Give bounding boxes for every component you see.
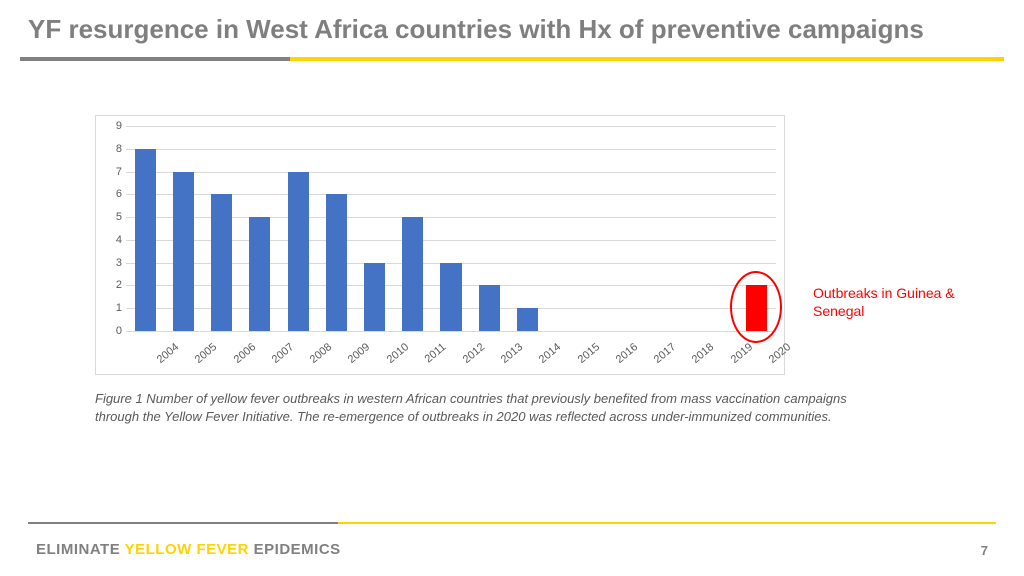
outbreak-bar-chart: 0 1 2 3 4 5 6 7 8 9 2004 2005 2006 2007 2008 2009 2010 20… — [95, 115, 785, 375]
chart-xtick: 2017 — [652, 341, 678, 366]
chart-ytick: 4 — [108, 234, 122, 246]
footer-pre: ELIMINATE — [36, 541, 125, 558]
annotation-circle — [730, 271, 782, 343]
chart-ytick: 5 — [108, 211, 122, 223]
chart-xtick: 2016 — [614, 341, 640, 366]
page-number: 7 — [981, 543, 988, 558]
chart-ytick: 6 — [108, 188, 122, 200]
chart-xtick: 2007 — [270, 341, 296, 366]
chart-gridline — [126, 126, 776, 127]
divider-yellow-segment — [338, 522, 996, 524]
chart-xtick: 2015 — [575, 341, 601, 366]
footer-highlight: YELLOW FEVER — [125, 541, 249, 558]
chart-bar — [402, 217, 423, 331]
footer-slogan: ELIMINATE YELLOW FEVER EPIDEMICS — [36, 541, 341, 558]
chart-xtick: 2004 — [155, 341, 181, 366]
chart-bar — [173, 172, 194, 331]
top-divider — [20, 57, 1004, 61]
chart-ytick: 8 — [108, 143, 122, 155]
chart-bar — [249, 217, 270, 331]
chart-xtick: 2020 — [767, 341, 793, 366]
footer-post: EPIDEMICS — [249, 541, 341, 558]
chart-xtick: 2006 — [231, 341, 257, 366]
chart-bar — [517, 308, 538, 331]
slide-title: YF resurgence in West Africa countries w… — [0, 0, 1024, 53]
chart-xtick: 2019 — [728, 341, 754, 366]
divider-gray-segment — [20, 57, 290, 61]
bottom-divider — [28, 522, 996, 524]
chart-bar — [288, 172, 309, 331]
chart-bar — [211, 194, 232, 331]
chart-bar — [135, 149, 156, 331]
chart-bar — [479, 285, 500, 331]
chart-ytick: 2 — [108, 279, 122, 291]
chart-ytick: 7 — [108, 166, 122, 178]
divider-yellow-segment — [290, 57, 1004, 61]
chart-xtick: 2010 — [384, 341, 410, 366]
chart-xtick: 2012 — [461, 341, 487, 366]
chart-bar — [440, 263, 461, 331]
chart-xtick: 2013 — [499, 341, 525, 366]
figure-caption: Figure 1 Number of yellow fever outbreak… — [95, 390, 865, 425]
chart-ytick: 0 — [108, 325, 122, 337]
chart-xtick: 2009 — [346, 341, 372, 366]
divider-gray-segment — [28, 522, 338, 524]
chart-plot-area: 0123456789200420052006200720082009201020… — [126, 126, 776, 331]
chart-gridline — [126, 172, 776, 173]
chart-xtick: 2011 — [422, 341, 448, 365]
chart-bar — [326, 194, 347, 331]
chart-xtick: 2014 — [537, 341, 563, 366]
chart-gridline — [126, 331, 776, 332]
chart-ytick: 1 — [108, 302, 122, 314]
chart-xtick: 2005 — [193, 341, 219, 366]
annotation-text: Outbreaks in Guinea & Senegal — [813, 285, 983, 320]
chart-ytick: 3 — [108, 257, 122, 269]
chart-bar — [364, 263, 385, 331]
chart-xtick: 2018 — [690, 341, 716, 366]
chart-xtick: 2008 — [308, 341, 334, 366]
chart-gridline — [126, 149, 776, 150]
chart-ytick: 9 — [108, 120, 122, 132]
